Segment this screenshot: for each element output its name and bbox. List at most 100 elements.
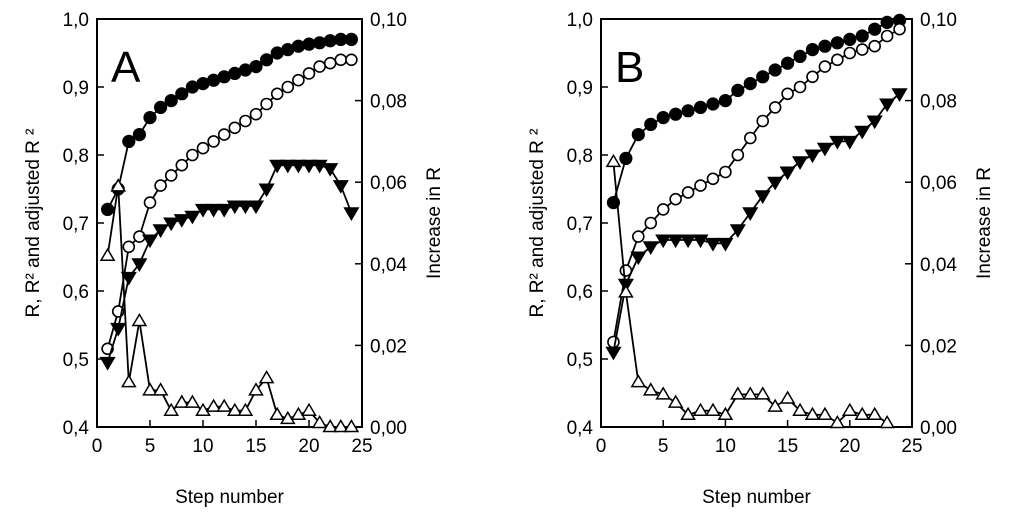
data-point (313, 60, 326, 73)
y2-tick-label: 0,06 (370, 173, 407, 194)
data-point (226, 200, 243, 215)
data-point (216, 203, 233, 218)
data-point (756, 114, 770, 128)
data-point (184, 394, 201, 408)
data-point (680, 234, 697, 249)
data-point (184, 210, 201, 225)
data-point (237, 200, 254, 215)
panel-label: B (615, 43, 644, 92)
data-point (632, 230, 645, 243)
data-point (302, 67, 316, 80)
data-point (642, 382, 659, 396)
data-point (131, 258, 148, 272)
data-point (793, 80, 807, 94)
data-point (791, 156, 809, 170)
data-point (143, 196, 157, 209)
data-point (345, 53, 358, 67)
y-tick-label: 1,0 (63, 10, 89, 31)
data-point (142, 382, 158, 396)
data-point (754, 190, 771, 204)
data-point (644, 216, 658, 230)
data-point (706, 97, 720, 111)
data-point (854, 406, 871, 421)
data-point (680, 406, 696, 421)
data-point (313, 36, 327, 50)
data-point (260, 53, 274, 67)
data-point (99, 247, 116, 261)
y2-tick-label: 0,02 (920, 336, 957, 357)
x-tick-label: 25 (901, 436, 922, 457)
data-point (806, 70, 819, 84)
y-tick-label: 0,6 (567, 282, 593, 303)
x-tick-label: 25 (351, 436, 372, 457)
data-point (292, 73, 305, 87)
data-point (216, 398, 233, 412)
data-point (270, 87, 284, 101)
data-point (705, 402, 721, 416)
y2-tick-label: 0,06 (920, 173, 957, 194)
data-point (120, 374, 137, 388)
data-point (792, 402, 808, 416)
data-point (291, 39, 305, 53)
data-point (605, 153, 622, 168)
y-tick-label: 0,7 (63, 214, 89, 235)
data-point (228, 121, 242, 135)
data-point (311, 414, 328, 429)
data-point (692, 234, 709, 249)
data-point (249, 107, 263, 121)
data-point (290, 159, 307, 174)
data-point (793, 49, 807, 64)
data-point (322, 163, 339, 177)
data-point (868, 22, 882, 36)
data-point (154, 100, 168, 115)
data-point (866, 406, 883, 421)
data-point (110, 178, 127, 192)
data-point (681, 186, 695, 199)
data-point (868, 39, 881, 53)
chart-panel-b: 0 5 10 15 20 25 0,4 0,5 0,6 0,7 0,8 0,9 1,0 0,00 0,02 0… (527, 10, 995, 508)
data-point (619, 151, 633, 165)
data-point (831, 53, 844, 67)
data-point (132, 128, 146, 142)
data-point (630, 374, 647, 388)
data-point (163, 402, 180, 416)
data-point (334, 53, 348, 67)
data-point (743, 131, 757, 145)
data-point (854, 125, 871, 140)
data-point (843, 46, 857, 60)
data-point (323, 56, 337, 70)
data-point (818, 39, 832, 53)
data-point (743, 76, 757, 91)
series-line-open-triangle-up (612, 161, 888, 425)
data-point (258, 370, 275, 384)
data-point (100, 202, 115, 216)
x-tick-label: 5 (145, 436, 156, 457)
data-point (249, 59, 263, 74)
data-point (194, 203, 212, 218)
data-point (260, 97, 273, 111)
y-tick-label: 0,9 (567, 78, 593, 99)
data-point (767, 398, 783, 412)
data-point (237, 402, 254, 416)
data-point (818, 60, 832, 73)
data-point (669, 192, 682, 206)
y-tick-label: 0,9 (63, 78, 89, 99)
data-point (332, 419, 349, 433)
y-tick-label: 0,5 (567, 350, 593, 371)
data-point (269, 406, 286, 421)
data-point (217, 128, 231, 141)
data-point (207, 135, 220, 148)
data-point (681, 104, 695, 118)
data-point (768, 63, 782, 77)
data-point (195, 402, 211, 416)
y2-tick-label: 0,04 (920, 255, 957, 276)
y2-tick-label: 0,00 (920, 418, 957, 439)
x-axis-label: Step number (175, 487, 284, 508)
data-point (730, 386, 746, 400)
y-tick-label: 0,8 (567, 146, 593, 167)
data-point (343, 207, 360, 221)
data-point (163, 217, 180, 232)
data-point (879, 414, 895, 429)
x-tick-label: 5 (658, 436, 669, 457)
